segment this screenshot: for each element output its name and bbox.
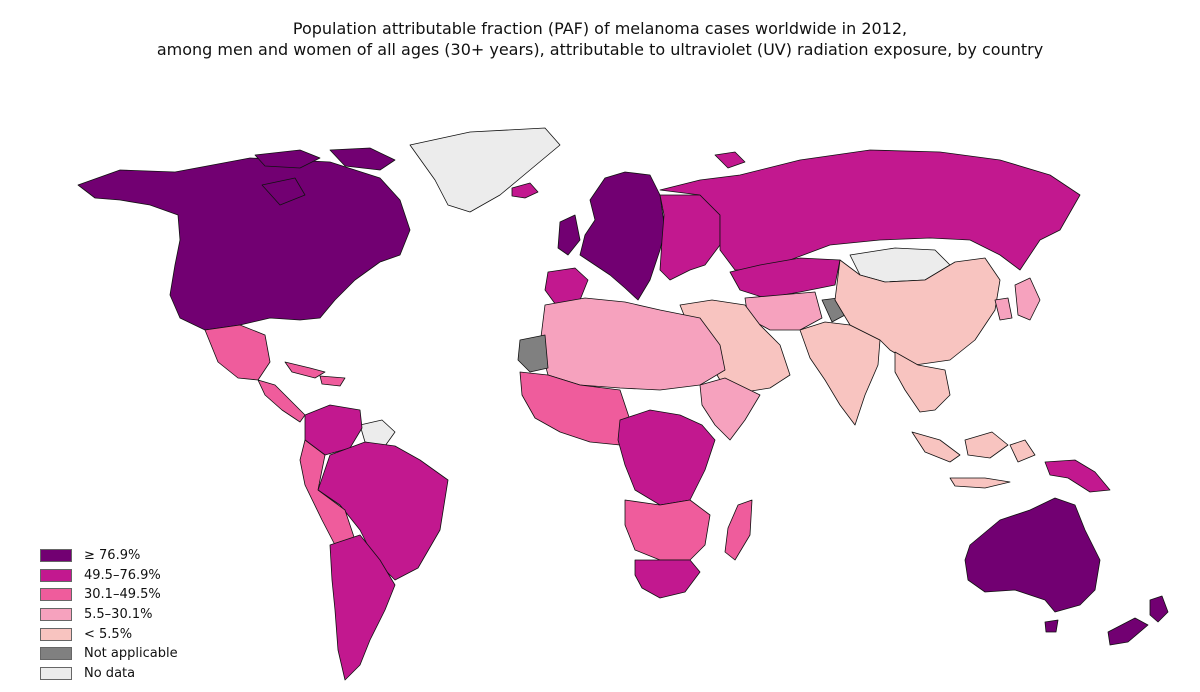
legend-label: Not applicable — [84, 646, 178, 662]
region-central-america[interactable] — [257, 379, 306, 423]
legend-item-7: No data — [40, 664, 178, 684]
legend-label: 5.5–30.1% — [84, 607, 153, 623]
region-madagascar[interactable] — [724, 499, 753, 561]
region-papua-new-guinea[interactable] — [1044, 459, 1111, 493]
region-north-america[interactable] — [329, 147, 396, 171]
region-eastern-europe[interactable] — [659, 194, 721, 281]
legend-item-5: < 5.5% — [40, 624, 178, 644]
region-brazil[interactable] — [317, 441, 449, 581]
legend-item-4: 5.5–30.1% — [40, 605, 178, 625]
region-horn-of-africa[interactable] — [699, 377, 761, 441]
region-western-europe[interactable] — [579, 171, 666, 301]
region-indonesia[interactable] — [949, 477, 1011, 489]
region-japan-korea[interactable] — [994, 297, 1013, 321]
region-mexico[interactable] — [204, 324, 271, 381]
region-caribbean[interactable] — [284, 361, 326, 379]
region-greenland[interactable] — [409, 127, 561, 213]
region-japan-korea[interactable] — [1014, 277, 1041, 321]
legend-swatch — [40, 647, 72, 661]
region-southeast-asia[interactable] — [894, 351, 951, 413]
legend-item-6: Not applicable — [40, 644, 178, 664]
region-iceland[interactable] — [511, 182, 539, 199]
region-argentina-chile[interactable] — [329, 534, 396, 681]
region-new-zealand[interactable] — [1149, 595, 1169, 623]
legend-swatch — [40, 608, 72, 622]
region-western-sahara[interactable] — [517, 334, 549, 373]
region-north-america[interactable] — [77, 157, 411, 331]
legend-item-1: ≥ 76.9% — [40, 546, 178, 566]
legend-swatch — [40, 588, 72, 602]
legend-swatch — [40, 549, 72, 563]
region-new-zealand[interactable] — [1107, 617, 1149, 646]
legend-item-2: 49.5–76.9% — [40, 566, 178, 586]
region-russia[interactable] — [714, 151, 746, 169]
legend-swatch — [40, 666, 72, 680]
map-legend: ≥ 76.9% 49.5–76.9% 30.1–49.5% 5.5–30.1% … — [40, 546, 178, 683]
map-title: Population attributable fraction (PAF) o… — [0, 18, 1200, 60]
legend-label: 49.5–76.9% — [84, 567, 161, 583]
region-indonesia[interactable] — [964, 431, 1009, 459]
legend-swatch — [40, 627, 72, 641]
region-central-africa[interactable] — [617, 409, 716, 506]
legend-swatch — [40, 568, 72, 582]
region-caribbean[interactable] — [319, 375, 346, 387]
legend-label: 30.1–49.5% — [84, 587, 161, 603]
region-kazakhstan[interactable] — [729, 257, 841, 299]
region-south-africa[interactable] — [634, 559, 701, 599]
region-china[interactable] — [834, 257, 1001, 366]
region-australia[interactable] — [1044, 619, 1059, 633]
legend-item-3: 30.1–49.5% — [40, 585, 178, 605]
region-north-america[interactable] — [254, 149, 321, 169]
legend-label: < 5.5% — [84, 626, 133, 642]
legend-label: No data — [84, 665, 136, 681]
region-north-america[interactable] — [261, 177, 306, 206]
region-guianas[interactable] — [359, 419, 396, 447]
title-line-2: among men and women of all ages (30+ yea… — [156, 40, 1044, 59]
region-western-europe[interactable] — [557, 214, 581, 256]
region-russia[interactable] — [659, 149, 1081, 271]
title-line-1: Population attributable fraction (PAF) o… — [292, 19, 908, 38]
region-southern-africa[interactable] — [624, 499, 711, 561]
region-south-asia[interactable] — [799, 321, 881, 426]
region-australia[interactable] — [964, 497, 1101, 613]
region-indonesia[interactable] — [911, 431, 961, 463]
legend-label: ≥ 76.9% — [84, 548, 141, 564]
region-indonesia[interactable] — [1009, 439, 1036, 463]
